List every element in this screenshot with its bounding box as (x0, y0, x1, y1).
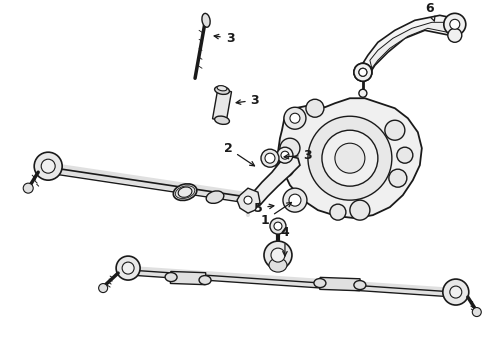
Circle shape (98, 284, 108, 293)
Circle shape (244, 196, 252, 204)
Circle shape (397, 147, 413, 163)
Polygon shape (245, 155, 300, 208)
Circle shape (116, 256, 140, 280)
Polygon shape (363, 15, 460, 73)
Circle shape (122, 262, 134, 274)
Circle shape (264, 241, 292, 269)
Circle shape (270, 218, 286, 234)
Ellipse shape (314, 279, 326, 288)
Circle shape (385, 120, 405, 140)
Ellipse shape (202, 13, 210, 27)
Polygon shape (237, 188, 260, 213)
Circle shape (359, 68, 367, 76)
Text: 3: 3 (284, 149, 312, 162)
Text: 2: 2 (223, 142, 254, 166)
Text: 5: 5 (254, 202, 274, 215)
Circle shape (359, 68, 367, 76)
Ellipse shape (354, 280, 366, 289)
Circle shape (265, 153, 275, 163)
Circle shape (308, 116, 392, 200)
Circle shape (240, 192, 256, 208)
Text: 6: 6 (425, 2, 435, 21)
Ellipse shape (206, 191, 224, 203)
Polygon shape (278, 98, 422, 218)
Circle shape (450, 19, 460, 29)
Circle shape (274, 222, 282, 230)
Ellipse shape (199, 275, 211, 284)
Circle shape (284, 107, 306, 129)
Circle shape (280, 138, 300, 158)
Circle shape (335, 143, 365, 173)
Polygon shape (370, 22, 453, 68)
Circle shape (444, 13, 466, 35)
Circle shape (290, 113, 300, 123)
Circle shape (354, 63, 372, 81)
Circle shape (23, 183, 33, 193)
Text: 3: 3 (236, 94, 259, 107)
Circle shape (350, 200, 370, 220)
Circle shape (306, 99, 324, 117)
Ellipse shape (165, 273, 177, 282)
Text: 3: 3 (214, 32, 234, 45)
Circle shape (450, 286, 462, 298)
Ellipse shape (269, 258, 287, 272)
Circle shape (354, 63, 372, 81)
Circle shape (359, 89, 367, 97)
Circle shape (34, 152, 62, 180)
Circle shape (330, 204, 346, 220)
Circle shape (41, 159, 55, 173)
Circle shape (283, 188, 307, 212)
Bar (171, 271, 206, 285)
Ellipse shape (217, 86, 227, 91)
Circle shape (281, 151, 289, 159)
Circle shape (448, 28, 462, 42)
Circle shape (271, 248, 285, 262)
Bar (213, 89, 231, 121)
Ellipse shape (173, 184, 197, 201)
Ellipse shape (215, 116, 229, 124)
Circle shape (322, 130, 378, 186)
Circle shape (276, 159, 294, 177)
Circle shape (289, 194, 301, 206)
Ellipse shape (215, 86, 229, 94)
Circle shape (389, 169, 407, 187)
Circle shape (261, 149, 279, 167)
Circle shape (443, 279, 469, 305)
Circle shape (472, 307, 481, 316)
Ellipse shape (178, 187, 192, 197)
Text: 1: 1 (261, 202, 292, 227)
Circle shape (277, 147, 293, 163)
Text: 4: 4 (281, 226, 289, 256)
Bar (320, 278, 360, 291)
